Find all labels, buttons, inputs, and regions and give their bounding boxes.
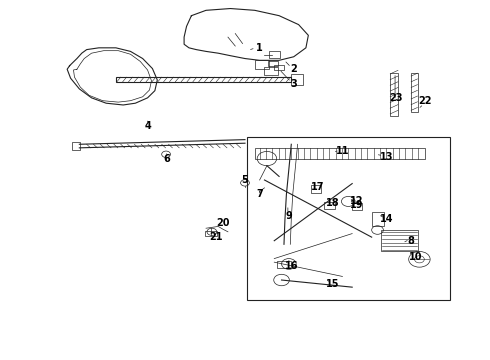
Text: 22: 22 (418, 96, 432, 107)
Bar (270, 51, 280, 58)
Bar (324, 202, 335, 208)
Text: 20: 20 (216, 218, 230, 228)
Text: 9: 9 (286, 211, 292, 221)
Bar (255, 148, 425, 158)
Text: 19: 19 (350, 200, 364, 210)
Text: 18: 18 (326, 198, 340, 208)
Text: 4: 4 (144, 121, 151, 131)
Text: 6: 6 (164, 154, 171, 163)
Text: 23: 23 (389, 93, 403, 103)
Text: 21: 21 (209, 232, 222, 242)
Bar (247, 137, 450, 300)
Bar (269, 61, 278, 66)
Bar (291, 73, 303, 85)
Bar (372, 212, 384, 226)
Bar (255, 60, 270, 69)
Text: 10: 10 (409, 252, 422, 262)
Text: 5: 5 (242, 175, 248, 185)
Text: 13: 13 (380, 152, 393, 162)
Text: 12: 12 (350, 197, 364, 206)
Text: 16: 16 (285, 261, 298, 271)
Text: 3: 3 (291, 78, 297, 89)
Text: 1: 1 (256, 43, 263, 53)
Text: 15: 15 (326, 279, 340, 289)
Text: 8: 8 (407, 236, 414, 246)
Bar (274, 65, 284, 70)
Text: 2: 2 (291, 64, 297, 74)
Text: 17: 17 (311, 182, 325, 192)
Bar (381, 230, 418, 251)
Text: 14: 14 (380, 214, 393, 224)
Bar (265, 67, 278, 75)
Text: 11: 11 (336, 147, 349, 157)
Bar (72, 143, 80, 150)
Bar (277, 261, 291, 267)
Text: 7: 7 (256, 189, 263, 199)
Bar (311, 185, 321, 193)
Bar (352, 203, 362, 210)
Bar (205, 231, 217, 236)
Bar (116, 77, 291, 82)
